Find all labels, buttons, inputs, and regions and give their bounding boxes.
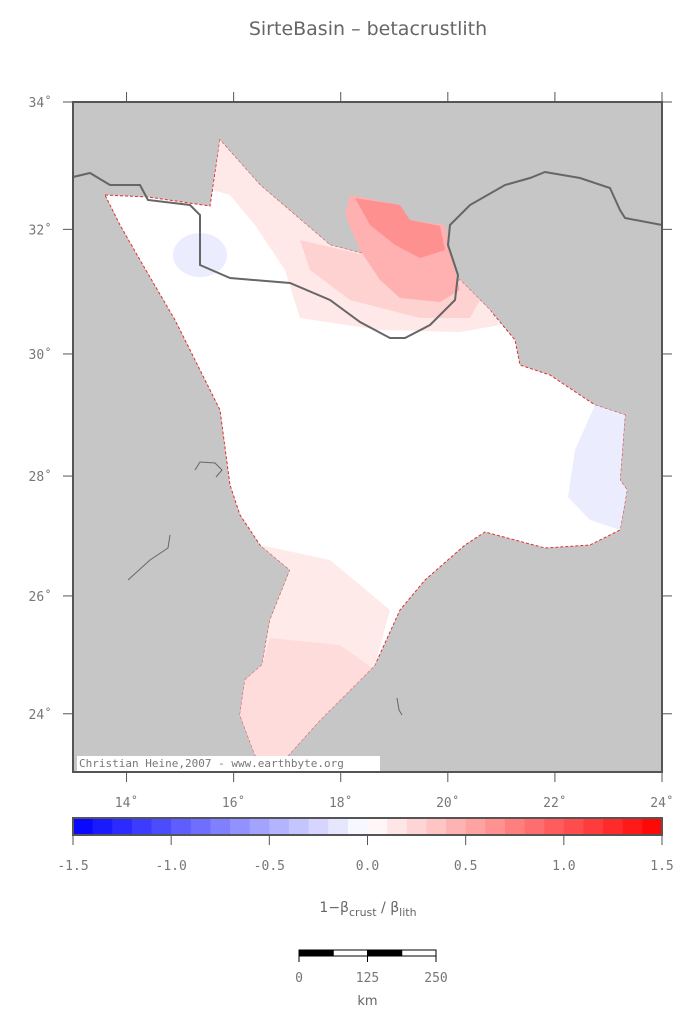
colorbar-segment [249,818,270,835]
colorbar-segment [367,818,388,835]
scalebar: 0 125 250 km [295,949,448,1009]
colorbar-tick-label: 0.5 [454,859,477,874]
colorbar-segment [642,818,663,835]
zone-blue-east [568,405,627,530]
colorbar-segment [92,818,113,835]
y-tick-label: 24˚ [29,707,52,723]
colorbar-tick-label: -1.0 [156,859,187,874]
x-tick-label: 20˚ [436,795,459,811]
y-tick-label: 34˚ [29,95,52,111]
river [396,697,403,716]
map-frame [72,101,663,773]
y-tick-label: 26˚ [29,589,52,605]
label-part: 1−β [319,900,349,916]
colorbar-segment [190,818,211,835]
colorbar: -1.5 -1.0 -0.5 0.0 0.5 1.0 1.5 [57,817,674,874]
zone-peak [355,198,445,258]
colorbar-segment [583,818,604,835]
map-area: Christian Heine,2007 - www.earthbyte.org [72,101,663,773]
x-tick-label: 14˚ [115,795,138,811]
y-tick-label: 32˚ [29,222,52,238]
credit: Christian Heine,2007 - www.earthbyte.org [79,757,344,770]
label-sub: crust [349,906,377,919]
colorbar-segment [603,818,624,835]
river [127,534,171,581]
y-tick-label: 28˚ [29,469,52,485]
colorbar-segment [622,818,643,835]
colorbar-segment [504,818,526,835]
credit-box [77,756,380,771]
scalebar-segment [401,949,437,957]
x-tick-label: 18˚ [329,795,352,811]
colorbar-label: 1−βcrust / βlith [319,900,416,919]
colorbar-segment [524,818,545,835]
colorbar-segment [485,818,506,835]
scalebar-unit: km [357,994,377,1009]
colorbar-segment [269,818,290,835]
colorbar-segment [387,818,408,835]
label-sub: lith [399,906,416,919]
y-tick-label: 30˚ [29,347,52,363]
colorbar-segment [406,818,427,835]
scalebar-label: 0 [295,971,303,986]
scalebar-segment [298,949,334,957]
x-tick-label: 24˚ [650,795,673,811]
colorbar-segment [112,818,133,835]
zone-south-inner [240,638,372,770]
river [194,461,223,478]
coastline [72,170,663,339]
label-part: / β [377,900,400,916]
title: SirteBasin – betacrustlith [249,18,487,40]
colorbar-segment [308,818,329,835]
colorbar-tick-label: 1.5 [650,859,673,874]
scalebar-segment [332,949,368,957]
colorbar-segment [73,818,94,835]
colorbar-segment [171,818,192,835]
colorbar-segment [465,818,486,835]
colorbar-segment [131,818,153,835]
colorbar-segment [210,818,231,835]
colorbar-segment [347,818,368,835]
colorbar-segment [288,818,310,835]
colorbar-tick-label: -1.5 [57,859,88,874]
colorbar-segment [230,818,251,835]
colorbar-tick-label: -0.5 [254,859,285,874]
colorbar-segment [426,818,447,835]
scalebar-label: 250 [424,971,447,986]
x-tick-label: 16˚ [222,795,245,811]
scalebar-label: 125 [356,971,379,986]
scalebar-segment [367,949,403,957]
colorbar-tick-label: 1.0 [552,859,575,874]
colorbar-tick-label: 0.0 [356,859,379,874]
colorbar-segment [328,818,349,835]
colorbar-segment [446,818,467,835]
colorbar-segment [151,818,172,835]
x-tick-label: 22˚ [543,795,566,811]
colorbar-segment [563,818,584,835]
colorbar-segment [544,818,565,835]
